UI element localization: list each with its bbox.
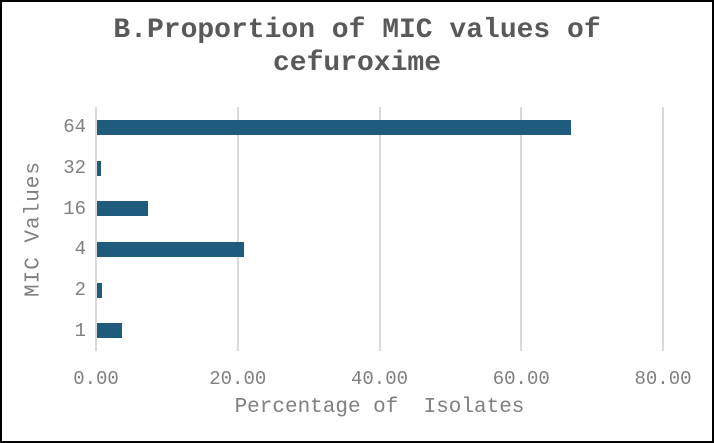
gridline-0.00 (95, 107, 97, 351)
bar-mic-32 (97, 160, 102, 176)
bar-mic-2 (97, 282, 102, 298)
bar-mic-64 (97, 120, 572, 135)
bar-mic-4 (97, 242, 244, 257)
y-tick-label: 4 (74, 238, 86, 261)
gridline-60.00 (520, 107, 523, 351)
y-tick-label: 1 (74, 319, 86, 342)
y-axis-tick-labels: 64 32 16 4 2 1 (2, 107, 86, 351)
x-tick-label: 60.00 (492, 368, 550, 390)
y-tick-label: 16 (63, 197, 86, 220)
chart-title-line-1: B.Proportion of MIC values of (113, 15, 601, 46)
x-tick-label: 20.00 (209, 368, 267, 390)
x-tick-label: 40.00 (350, 368, 409, 390)
bar-mic-1 (97, 323, 122, 339)
gridline-80.00 (662, 107, 664, 351)
y-tick-label: 2 (74, 278, 86, 301)
gridline-20.00 (236, 107, 239, 351)
chart-title: B.Proportion of MIC values of cefuroxime (2, 14, 712, 80)
chart-title-line-2: cefuroxime (272, 48, 442, 79)
x-tick-label: 80.00 (634, 368, 692, 390)
gridline-40.00 (378, 107, 381, 351)
plot-area (95, 107, 664, 351)
bar-mic-16 (97, 201, 149, 217)
x-axis-title: Percentage of Isolates (234, 396, 525, 419)
x-axis-tick-labels: 0.00 20.00 40.00 60.00 80.00 (73, 368, 691, 392)
y-tick-label: 64 (63, 116, 86, 139)
x-tick-label: 0.00 (73, 368, 119, 390)
y-tick-label: 32 (63, 156, 86, 179)
